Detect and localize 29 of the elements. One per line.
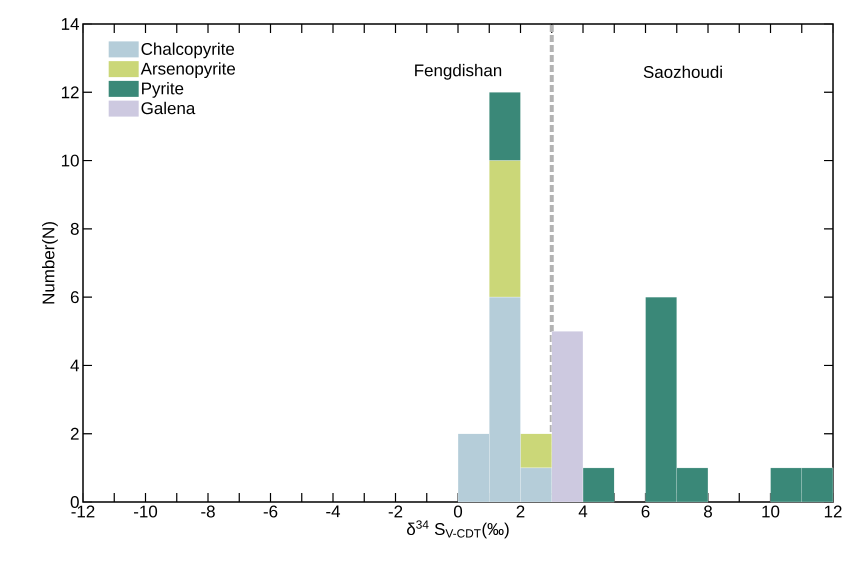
x-tick-label: 12 xyxy=(824,506,842,518)
y-tick-label: 6 xyxy=(70,291,79,304)
y-axis-title: Number(N) xyxy=(42,222,58,304)
y-tick-label: 4 xyxy=(70,360,79,372)
legend-label: Galena xyxy=(142,102,196,114)
legend-label: Chalcopyrite xyxy=(142,42,234,58)
x-tick-label: -10 xyxy=(134,506,158,518)
x-tick-label: -12 xyxy=(72,506,94,518)
annotation: Fengdishan xyxy=(415,64,502,80)
x-tick-label: 8 xyxy=(704,506,712,518)
x-tick-label: -4 xyxy=(326,506,340,518)
x-tick-label: 4 xyxy=(578,506,588,518)
x-tick-label: 6 xyxy=(642,506,650,518)
y-tick-label: 10 xyxy=(62,154,79,167)
x-tick-label: -6 xyxy=(264,506,278,518)
y-tick-label: 8 xyxy=(70,222,79,235)
x-tick-label: -8 xyxy=(201,506,215,518)
x-tick-label: -2 xyxy=(388,506,402,518)
annotation: Saozhoudi xyxy=(644,66,722,78)
y-tick-label: 12 xyxy=(62,86,79,98)
y-tick-label: 14 xyxy=(62,18,79,30)
legend-label: Arsenopyrite xyxy=(140,62,235,78)
x-axis-title: δ$^{34}$ S$_{V-CDT}$(‰) xyxy=(407,520,509,538)
x-tick-label: 0 xyxy=(454,506,462,518)
y-tick-label: 0 xyxy=(70,496,79,508)
x-tick-label: 10 xyxy=(762,506,780,518)
y-tick-label: 2 xyxy=(70,428,79,440)
x-tick-label: 2 xyxy=(516,506,524,518)
legend-label: Pyrite xyxy=(142,82,184,98)
